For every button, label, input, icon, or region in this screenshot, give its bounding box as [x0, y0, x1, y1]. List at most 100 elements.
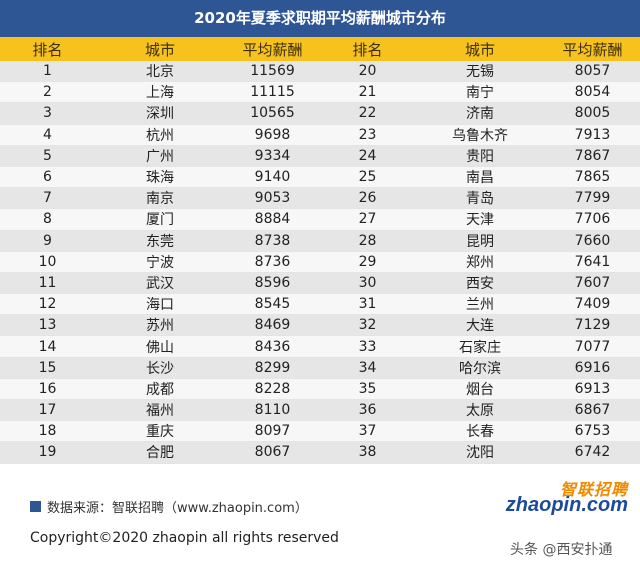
cell-salary: 8228	[225, 378, 320, 401]
cell-rank: 30	[320, 272, 415, 295]
cell-salary: 8545	[225, 293, 320, 316]
cell-city: 武汉	[95, 272, 225, 295]
cell-city: 福州	[95, 399, 225, 422]
cell-city: 海口	[95, 293, 225, 316]
cell-rank: 10	[0, 251, 95, 273]
zhaopin-logo: 智联招聘 zhaopin.com	[500, 476, 632, 522]
cell-rank: 37	[320, 420, 415, 443]
cell-city: 长春	[415, 420, 545, 443]
cell-salary: 10565	[225, 102, 320, 125]
cell-city: 东莞	[95, 230, 225, 252]
cell-city: 杭州	[95, 124, 225, 146]
cell-rank: 26	[320, 187, 415, 210]
cell-rank: 35	[320, 378, 415, 401]
cell-rank: 25	[320, 166, 415, 189]
header-city: 城市	[95, 37, 225, 61]
cell-rank: 18	[0, 420, 95, 443]
table-title: 2020年夏季求职期平均薪酬城市分布	[0, 0, 640, 37]
cell-rank: 32	[320, 314, 415, 337]
table-body: 1 北京 11569 20 无锡 8057 2 上海 11115 21 南宁 8054 3 深圳 10565…	[0, 61, 640, 464]
cell-rank: 33	[320, 335, 415, 358]
cell-rank: 8	[0, 208, 95, 231]
cell-city: 济南	[415, 102, 545, 125]
header-salary: 平均薪酬	[545, 37, 640, 61]
table-row: 4 杭州 9698 23 乌鲁木齐 7913	[0, 124, 640, 146]
cell-salary: 7607	[545, 272, 640, 295]
cell-salary: 8005	[545, 102, 640, 125]
table-row: 9 东莞 8738 28 昆明 7660	[0, 230, 640, 252]
table-row: 3 深圳 10565 22 济南 8005	[0, 102, 640, 125]
cell-salary: 8054	[545, 81, 640, 104]
cell-rank: 34	[320, 357, 415, 379]
table-row: 13 苏州 8469 32 大连 7129	[0, 314, 640, 337]
watermark: 头条 @西安扑通	[510, 542, 613, 558]
table-row: 8 厦门 8884 27 天津 7706	[0, 208, 640, 231]
cell-rank: 14	[0, 335, 95, 358]
table-row: 17 福州 8110 36 太原 6867	[0, 399, 640, 422]
cell-city: 厦门	[95, 208, 225, 231]
cell-rank: 16	[0, 378, 95, 401]
cell-city: 太原	[415, 399, 545, 422]
cell-salary: 7660	[545, 230, 640, 252]
cell-salary: 7865	[545, 166, 640, 189]
copyright: Copyright©2020 zhaopin all rights reserv…	[30, 530, 339, 546]
table-row: 16 成都 8228 35 烟台 6913	[0, 378, 640, 401]
cell-city: 珠海	[95, 166, 225, 189]
cell-city: 合肥	[95, 441, 225, 464]
table-row: 6 珠海 9140 25 南昌 7865	[0, 166, 640, 189]
data-source: 数据来源：智联招聘（www.zhaopin.com）	[30, 497, 308, 516]
salary-table: 排名 城市 平均薪酬 排名 城市 平均薪酬 1 北京 11569 20 无锡 8057 2 上…	[0, 37, 640, 464]
cell-salary: 8596	[225, 272, 320, 295]
cell-rank: 11	[0, 272, 95, 295]
header-rank: 排名	[0, 37, 95, 61]
cell-city: 天津	[415, 208, 545, 231]
cell-city: 乌鲁木齐	[415, 124, 545, 146]
cell-salary: 8057	[545, 61, 640, 83]
cell-salary: 6742	[545, 441, 640, 464]
cell-salary: 8738	[225, 230, 320, 252]
cell-city: 佛山	[95, 335, 225, 358]
cell-salary: 9140	[225, 166, 320, 189]
cell-city: 宁波	[95, 251, 225, 273]
header-salary: 平均薪酬	[225, 37, 320, 61]
cell-city: 哈尔滨	[415, 357, 545, 379]
cell-city: 南宁	[415, 81, 545, 104]
header-city: 城市	[415, 37, 545, 61]
cell-rank: 1	[0, 61, 95, 83]
table-row: 1 北京 11569 20 无锡 8057	[0, 61, 640, 83]
cell-city: 深圳	[95, 102, 225, 125]
cell-rank: 22	[320, 102, 415, 125]
header-row: 排名 城市 平均薪酬 排名 城市 平均薪酬	[0, 37, 640, 61]
cell-salary: 9698	[225, 124, 320, 146]
cell-rank: 12	[0, 293, 95, 316]
cell-city: 南京	[95, 187, 225, 210]
cell-city: 青岛	[415, 187, 545, 210]
cell-rank: 27	[320, 208, 415, 231]
table-row: 11 武汉 8596 30 西安 7607	[0, 272, 640, 295]
cell-rank: 13	[0, 314, 95, 337]
cell-salary: 7799	[545, 187, 640, 210]
source-text: 数据来源：智联招聘（www.zhaopin.com）	[47, 501, 308, 516]
cell-rank: 38	[320, 441, 415, 464]
cell-rank: 23	[320, 124, 415, 146]
cell-city: 南昌	[415, 166, 545, 189]
cell-rank: 29	[320, 251, 415, 273]
cell-rank: 15	[0, 357, 95, 379]
cell-city: 重庆	[95, 420, 225, 443]
cell-rank: 31	[320, 293, 415, 316]
cell-salary: 6916	[545, 357, 640, 379]
cell-salary: 8884	[225, 208, 320, 231]
cell-rank: 4	[0, 124, 95, 146]
cell-salary: 8067	[225, 441, 320, 464]
cell-salary: 11115	[225, 81, 320, 104]
cell-salary: 8110	[225, 399, 320, 422]
cell-salary: 8736	[225, 251, 320, 273]
cell-salary: 6753	[545, 420, 640, 443]
cell-rank: 17	[0, 399, 95, 422]
table-row: 10 宁波 8736 29 郑州 7641	[0, 251, 640, 273]
cell-rank: 6	[0, 166, 95, 189]
header-rank: 排名	[320, 37, 415, 61]
cell-rank: 2	[0, 81, 95, 104]
cell-city: 大连	[415, 314, 545, 337]
table-row: 19 合肥 8067 38 沈阳 6742	[0, 441, 640, 464]
